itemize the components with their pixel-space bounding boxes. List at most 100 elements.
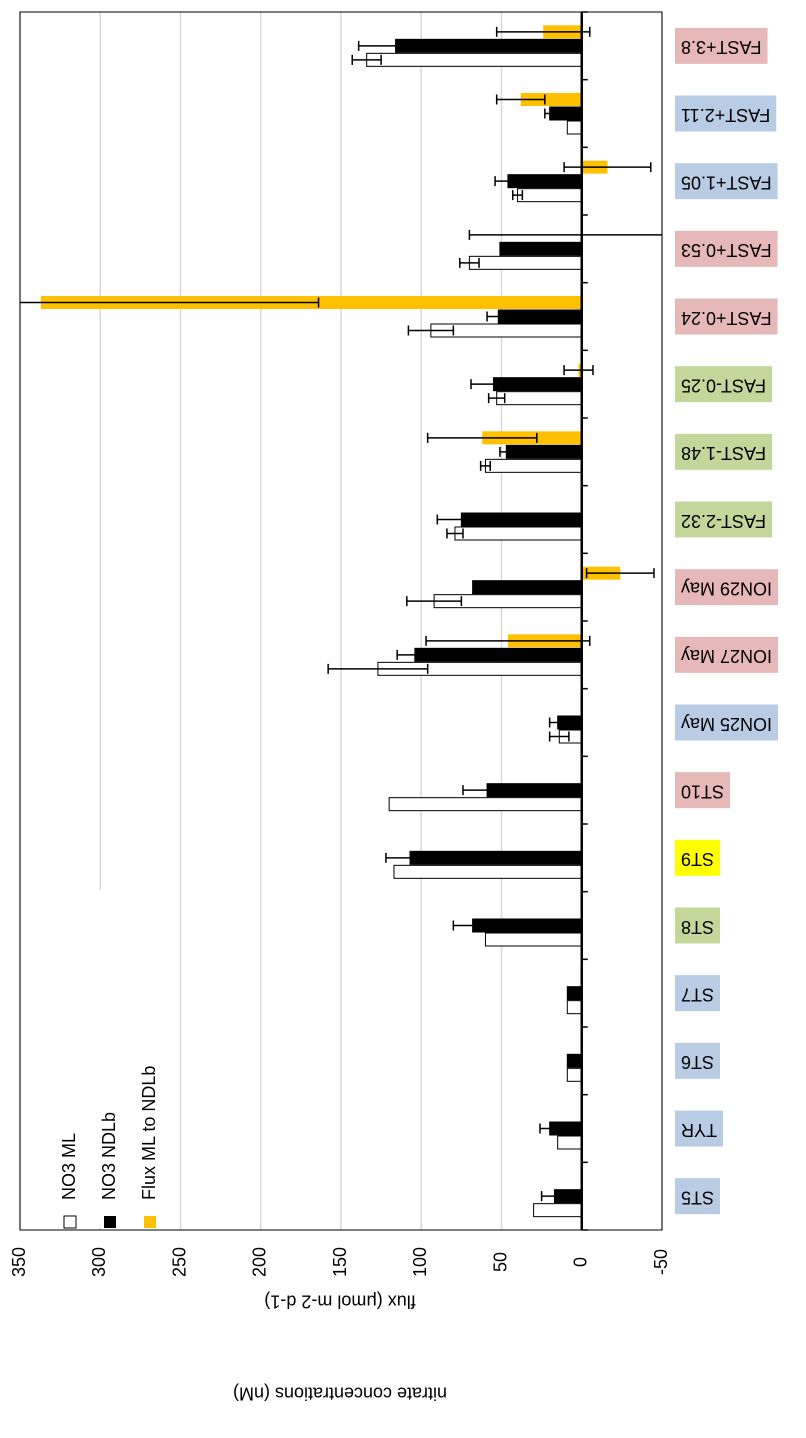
y-tick-label: 300 bbox=[89, 1247, 109, 1277]
error-bar bbox=[426, 432, 538, 443]
bar bbox=[393, 864, 583, 879]
category-label-bg bbox=[675, 501, 773, 538]
bar bbox=[366, 52, 583, 67]
category-label-bg bbox=[675, 772, 731, 809]
y-tick-label: 200 bbox=[250, 1247, 270, 1277]
y-tick-label: 150 bbox=[330, 1247, 350, 1277]
error-bar bbox=[487, 393, 506, 404]
y-tick-label: 100 bbox=[410, 1247, 430, 1277]
axis-title: flux (μmol m-2 d-1) bbox=[264, 1291, 415, 1311]
plot-border bbox=[19, 11, 663, 1231]
category-label-bg bbox=[675, 433, 773, 470]
x-tick-label: FAST+0.24 bbox=[681, 308, 772, 328]
error-bar bbox=[563, 162, 652, 173]
error-bar bbox=[548, 717, 567, 728]
bar bbox=[496, 391, 583, 406]
x-tick-label: ION29 May bbox=[681, 578, 772, 598]
error-bar bbox=[548, 731, 570, 742]
error-bar bbox=[436, 514, 487, 525]
error-bar bbox=[511, 190, 524, 201]
category-label-bg bbox=[675, 366, 773, 403]
error-bar bbox=[486, 311, 511, 322]
error-bar bbox=[452, 920, 493, 931]
category-label-bg bbox=[675, 95, 777, 132]
legend-bg bbox=[38, 890, 178, 1228]
category-label-bg bbox=[675, 907, 721, 944]
legend-label: NO3 NDLb bbox=[99, 1112, 119, 1200]
bar bbox=[566, 120, 583, 135]
error-bar bbox=[462, 785, 512, 796]
error-bar bbox=[446, 528, 464, 539]
axis-title: nitrate concentrations (nM) bbox=[233, 1383, 447, 1403]
bar bbox=[533, 1203, 583, 1218]
category-label-bg bbox=[675, 163, 778, 200]
bar bbox=[499, 241, 583, 256]
x-tick-label: FAST+2.11 bbox=[681, 105, 770, 125]
error-bar bbox=[539, 1123, 561, 1134]
bar bbox=[566, 1067, 583, 1082]
x-tick-label: ION25 May bbox=[681, 714, 772, 734]
bar bbox=[409, 850, 583, 865]
error-bar bbox=[407, 325, 455, 336]
y-tick-label: -50 bbox=[651, 1249, 671, 1275]
error-bar bbox=[351, 54, 382, 65]
bar bbox=[484, 458, 583, 473]
legend-label: NO3 ML bbox=[59, 1133, 79, 1200]
error-bar bbox=[396, 649, 434, 660]
error-bar bbox=[540, 1191, 569, 1202]
x-tick-label: ST6 bbox=[681, 1052, 714, 1072]
bar bbox=[566, 986, 583, 1001]
category-label-bg bbox=[675, 636, 779, 673]
x-tick-label: ST8 bbox=[681, 917, 714, 937]
x-tick-label: ST10 bbox=[681, 781, 724, 801]
bar bbox=[517, 188, 583, 203]
category-label-bg bbox=[675, 704, 779, 741]
bar bbox=[497, 309, 583, 324]
category-label-bg bbox=[675, 230, 778, 267]
category-label-bg bbox=[675, 975, 721, 1012]
bar bbox=[468, 255, 583, 270]
error-bar bbox=[385, 852, 435, 863]
y-tick-label: 350 bbox=[9, 1247, 29, 1277]
x-tick-label: ST7 bbox=[681, 984, 714, 1004]
error-bar bbox=[425, 635, 591, 646]
overlay: -50 0 50 100 150 200 250 300 350 ST5 TYR ST6 ST7 ST8 S… bbox=[9, 11, 779, 1277]
x-tick-label: FAST-2.32 bbox=[681, 511, 766, 531]
error-bar bbox=[495, 26, 591, 37]
bar bbox=[557, 1135, 583, 1150]
error-bar bbox=[585, 568, 655, 579]
x-tick-label: ST9 bbox=[681, 849, 714, 869]
y-tick-label: 50 bbox=[490, 1252, 510, 1272]
bar bbox=[472, 580, 583, 595]
error-bar bbox=[563, 365, 594, 376]
error-bar bbox=[406, 596, 463, 607]
legend-swatch bbox=[144, 1216, 156, 1228]
error-bar bbox=[494, 176, 522, 187]
x-tick-label: ST5 bbox=[681, 1187, 714, 1207]
error-bar bbox=[327, 663, 429, 674]
x-tick-label: FAST-0.25 bbox=[681, 375, 766, 395]
category-label-bg bbox=[675, 1110, 723, 1147]
error-bar bbox=[357, 40, 434, 51]
bar bbox=[505, 444, 583, 459]
y-tick-label: 250 bbox=[169, 1247, 189, 1277]
y-tick-label: 0 bbox=[571, 1257, 591, 1267]
error-bar bbox=[544, 108, 556, 119]
bar bbox=[388, 797, 583, 812]
error-bar bbox=[459, 257, 480, 268]
bars bbox=[20, 25, 662, 1218]
category-label-bg bbox=[675, 1178, 721, 1215]
legend-swatch bbox=[63, 1215, 77, 1229]
x-tick-label: ION27 May bbox=[681, 646, 772, 666]
category-label-bg bbox=[675, 298, 778, 335]
error-bar bbox=[20, 297, 320, 308]
bar bbox=[566, 1053, 583, 1068]
error-bar bbox=[499, 446, 514, 457]
x-tick-label: FAST-1.48 bbox=[681, 443, 766, 463]
category-label-bg bbox=[675, 569, 779, 606]
error-bar bbox=[495, 94, 546, 105]
bar bbox=[520, 93, 582, 106]
x-tick-label: FAST+0.53 bbox=[681, 240, 772, 260]
error-bar bbox=[470, 379, 517, 390]
